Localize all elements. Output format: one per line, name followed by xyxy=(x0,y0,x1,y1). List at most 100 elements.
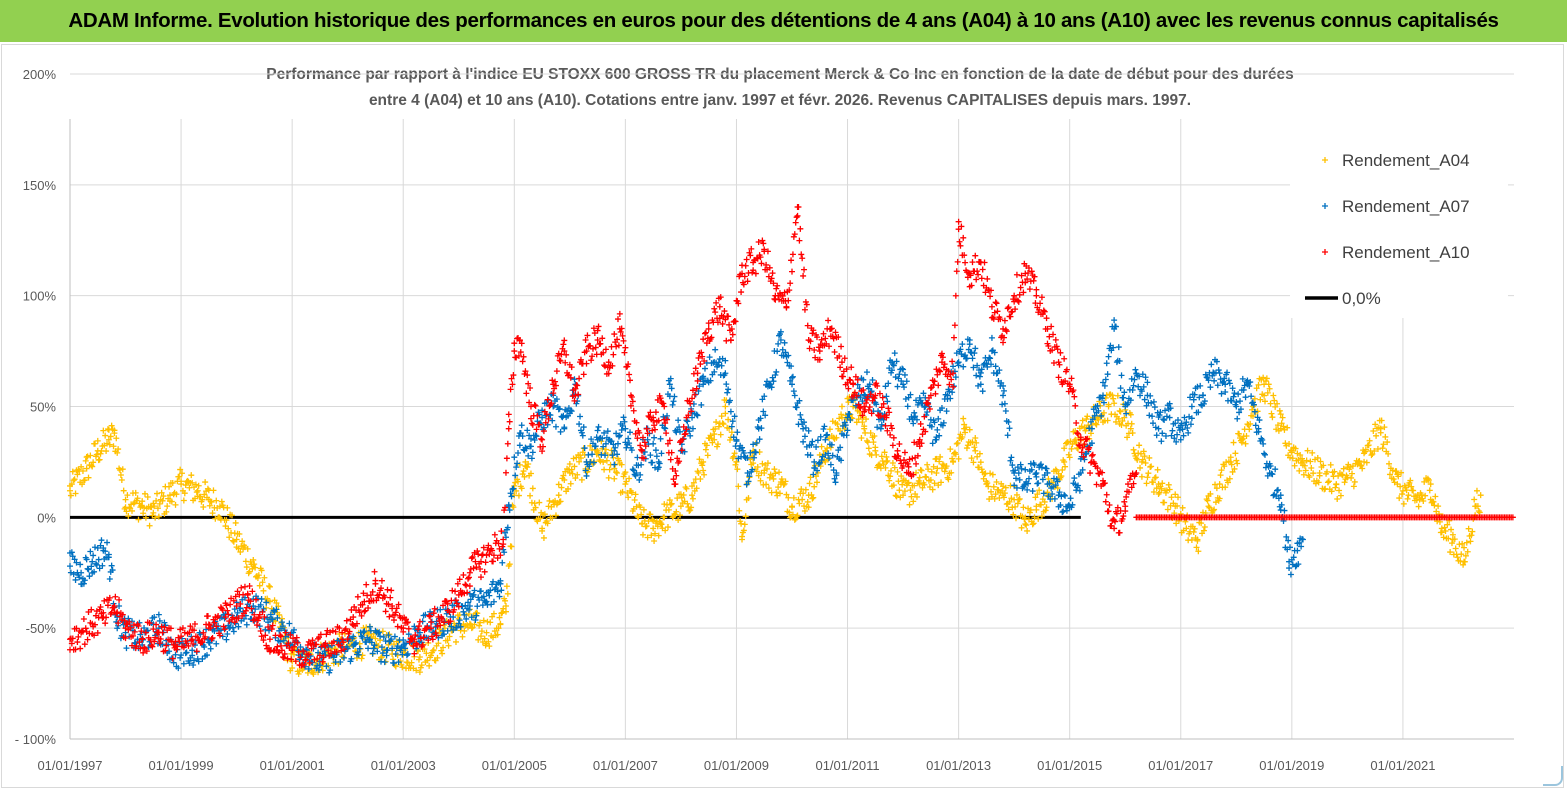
data-point xyxy=(1462,552,1469,559)
data-point xyxy=(757,477,764,484)
data-point xyxy=(1179,504,1186,511)
data-point xyxy=(862,429,869,436)
data-point xyxy=(322,640,329,647)
data-point xyxy=(479,551,486,558)
data-point xyxy=(250,556,257,563)
data-point xyxy=(1118,372,1125,379)
data-point xyxy=(395,659,402,666)
data-point xyxy=(1217,376,1224,383)
data-point xyxy=(1377,429,1384,436)
data-point xyxy=(178,478,185,485)
data-point xyxy=(209,634,216,641)
data-point xyxy=(962,352,969,359)
data-point xyxy=(549,377,556,384)
y-tick-label: 100% xyxy=(23,289,57,304)
data-point xyxy=(781,289,788,296)
data-point xyxy=(618,426,625,433)
data-point xyxy=(146,522,153,529)
data-point xyxy=(278,642,285,649)
data-point xyxy=(1025,475,1032,482)
data-point xyxy=(585,466,592,473)
data-point xyxy=(625,435,632,442)
data-point xyxy=(1039,476,1046,483)
data-point xyxy=(1391,479,1398,486)
data-point xyxy=(1286,565,1293,572)
data-point xyxy=(1234,460,1241,467)
data-point xyxy=(1320,462,1327,469)
data-point xyxy=(910,471,917,478)
data-point xyxy=(1267,462,1274,469)
data-point xyxy=(905,479,912,486)
data-point xyxy=(492,584,499,591)
data-point xyxy=(557,498,564,505)
data-point xyxy=(1005,419,1012,426)
data-point xyxy=(987,470,994,477)
data-point xyxy=(248,605,255,612)
data-point xyxy=(605,359,612,366)
data-point xyxy=(666,497,673,504)
data-point xyxy=(344,636,351,643)
data-point xyxy=(1054,478,1061,485)
data-point xyxy=(1221,375,1228,382)
data-point xyxy=(1016,476,1023,483)
data-point xyxy=(740,449,747,456)
data-point xyxy=(715,359,722,366)
data-point xyxy=(918,440,925,447)
data-point xyxy=(1475,508,1482,515)
data-point xyxy=(465,606,472,613)
data-point xyxy=(87,452,94,459)
data-point xyxy=(687,432,694,439)
data-point xyxy=(224,504,231,511)
data-point xyxy=(1045,493,1052,500)
legend-label: 0,0% xyxy=(1342,289,1381,308)
data-point xyxy=(789,381,795,388)
data-point xyxy=(673,508,680,515)
data-point xyxy=(960,415,967,422)
data-point xyxy=(602,363,609,370)
data-point xyxy=(587,342,594,349)
data-point xyxy=(68,640,75,647)
data-point xyxy=(1408,483,1415,490)
data-point xyxy=(670,476,677,483)
data-point xyxy=(360,629,367,636)
data-point xyxy=(141,490,148,497)
data-point xyxy=(790,388,797,395)
data-point xyxy=(475,636,482,643)
data-point xyxy=(1069,501,1076,508)
data-point xyxy=(73,559,80,566)
data-point xyxy=(1075,441,1082,448)
data-point xyxy=(455,603,462,610)
data-point xyxy=(385,641,392,648)
data-point xyxy=(1424,475,1431,482)
data-point xyxy=(957,346,964,353)
data-point xyxy=(1400,500,1407,507)
data-point xyxy=(1163,413,1170,420)
data-point xyxy=(874,424,881,431)
data-point xyxy=(828,441,835,448)
data-point xyxy=(583,472,590,479)
data-point xyxy=(1013,491,1020,498)
data-point xyxy=(1359,465,1366,472)
data-point xyxy=(1138,473,1145,480)
data-point xyxy=(972,345,979,352)
data-point xyxy=(499,559,506,566)
data-point xyxy=(1365,442,1372,449)
data-point xyxy=(1132,471,1139,478)
data-point xyxy=(129,507,136,514)
data-point xyxy=(1095,407,1102,414)
data-point xyxy=(844,379,851,386)
data-point xyxy=(386,613,393,620)
data-point xyxy=(736,445,743,452)
data-point xyxy=(802,486,809,493)
data-point xyxy=(234,588,241,595)
data-point xyxy=(855,416,862,423)
data-point xyxy=(859,419,866,426)
data-point xyxy=(602,446,609,453)
x-tick-label: 01/01/2019 xyxy=(1259,758,1324,773)
data-point xyxy=(689,395,696,402)
data-point xyxy=(1267,400,1274,407)
resize-handle-icon[interactable] xyxy=(1543,766,1563,786)
data-point xyxy=(347,616,354,623)
data-point xyxy=(229,614,236,621)
data-point xyxy=(911,482,918,489)
